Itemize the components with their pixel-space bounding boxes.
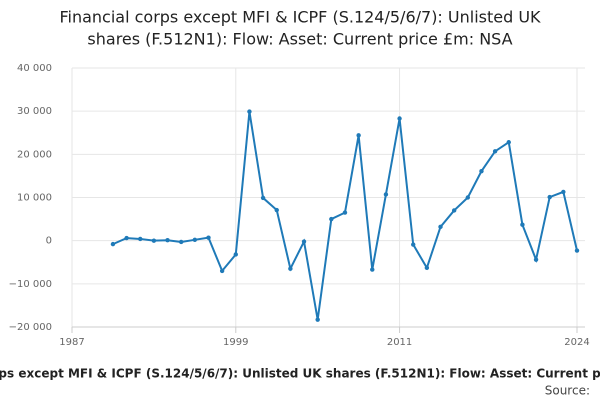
y-tick-label: 30 000 — [17, 106, 52, 117]
x-tick-label: 1987 — [59, 337, 84, 348]
point — [178, 239, 184, 245]
point — [574, 248, 580, 253]
point — [301, 239, 307, 244]
y-tick-label: 20 000 — [17, 149, 52, 160]
x-tick-label: 2011 — [387, 337, 412, 348]
point — [165, 238, 170, 243]
point — [492, 149, 498, 154]
y-tick-label: −20 000 — [9, 322, 52, 333]
point — [329, 216, 334, 222]
point — [138, 236, 143, 242]
y-tick-label: 0 — [46, 236, 52, 247]
chart-title: shares (F.512N1): Flow: Asset: Current p… — [87, 30, 512, 49]
y-tick-label: 10 000 — [17, 193, 52, 204]
source: Source: — [545, 384, 590, 398]
point — [506, 140, 511, 145]
point — [424, 265, 430, 271]
y-tick-label: −10 000 — [9, 279, 52, 290]
y-tick-label: 40 000 — [17, 63, 52, 74]
point — [561, 189, 566, 195]
point — [233, 252, 238, 257]
point — [110, 241, 116, 247]
point — [411, 242, 416, 247]
point — [383, 192, 389, 197]
chart-title: Financial corps except MFI & ICPF (S.124… — [59, 8, 541, 27]
point — [465, 195, 471, 200]
footer: Financial corps except MFI & ICPF (S.124… — [0, 367, 600, 381]
x-tick-label: 2024 — [564, 337, 589, 348]
point — [397, 116, 402, 121]
point — [370, 267, 375, 272]
point — [260, 195, 266, 201]
point — [479, 168, 484, 174]
x-tick-label: 1999 — [223, 337, 248, 348]
point — [124, 235, 129, 241]
point — [192, 237, 198, 243]
point — [451, 208, 457, 213]
point — [274, 207, 279, 213]
point — [533, 257, 539, 262]
point — [151, 238, 157, 243]
point — [547, 194, 552, 200]
point — [288, 266, 293, 271]
point — [206, 235, 211, 240]
point — [342, 210, 348, 215]
point — [219, 268, 225, 274]
point — [315, 317, 320, 322]
point — [247, 109, 252, 114]
point — [356, 133, 361, 138]
point — [520, 222, 525, 227]
point — [438, 224, 443, 230]
